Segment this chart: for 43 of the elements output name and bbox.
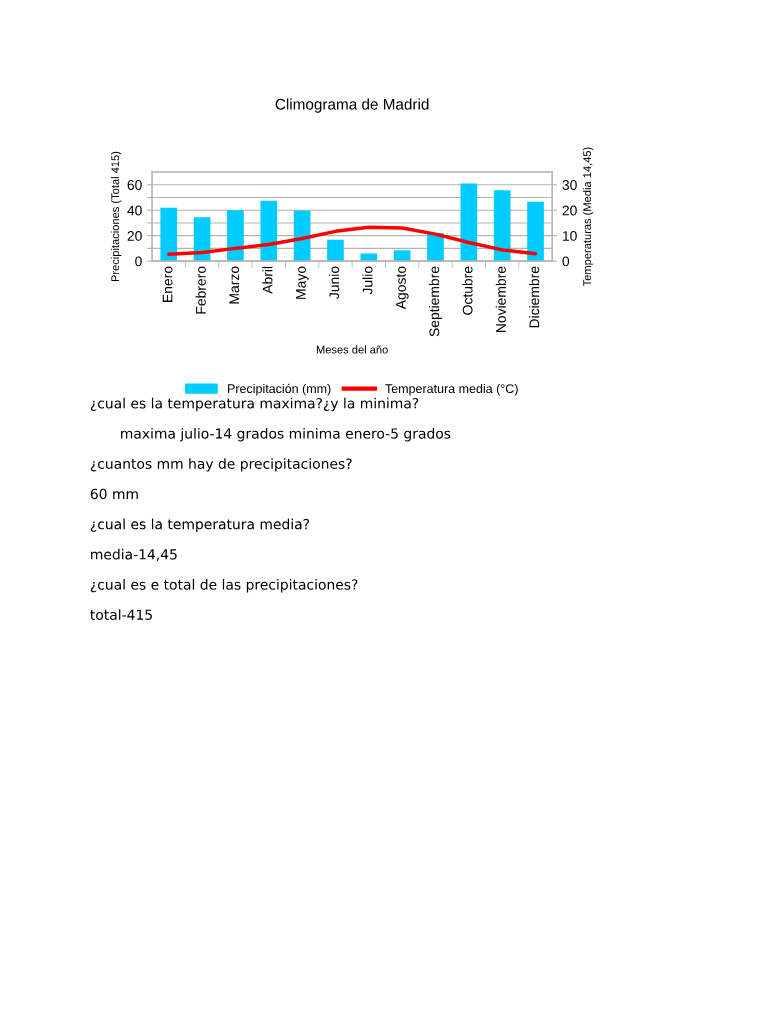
x-tick-label: Octubre xyxy=(462,266,473,315)
y-tick-label: 60 xyxy=(127,180,142,190)
bar xyxy=(260,200,278,262)
x-tick-label: Enero xyxy=(162,266,173,302)
chart-title: Climograma de Madrid xyxy=(275,98,429,113)
bar xyxy=(160,207,178,262)
line-series xyxy=(167,225,538,256)
bar xyxy=(460,183,478,262)
text: ¿cuantos mm hay de precipitaciones? xyxy=(90,458,352,472)
x-tick-label: Julio xyxy=(362,266,373,295)
legend-label: Temperatura media (°C) xyxy=(385,383,518,396)
bar xyxy=(327,239,344,262)
legend-label: Precipitación (mm) xyxy=(228,383,331,396)
x-tick-label: Septiembre xyxy=(429,266,442,337)
y-tick-label: 0 xyxy=(135,256,142,267)
x-tick-label: Marzo xyxy=(229,266,240,304)
x-axis-title: Meses del año xyxy=(316,345,388,354)
y2-tick-label: 0 xyxy=(562,256,570,267)
bar xyxy=(527,201,544,262)
y2-tick-label: 20 xyxy=(562,205,577,216)
x-tick-label: Agosto xyxy=(396,266,409,310)
y-tick-label: 20 xyxy=(127,231,142,241)
bar xyxy=(227,210,244,262)
text: ¿cual es e total de las precipitaciones? xyxy=(90,579,358,593)
text: ¿cual es la temperatura maxima?¿y la minima? xyxy=(90,397,419,412)
text: ¿cual es la temperatura media? xyxy=(90,518,310,533)
text: 60 mm xyxy=(90,488,138,500)
bar xyxy=(493,190,511,262)
x-tick-label: Febrero xyxy=(195,266,206,314)
x-tick-label: Abril xyxy=(262,266,273,294)
y-axis-title: Precipitaciones (Total 415) xyxy=(110,151,122,282)
x-tick-label: Mayo xyxy=(296,266,309,299)
x-tick-label: Junio xyxy=(328,266,340,299)
y2-tick-label: 30 xyxy=(562,180,577,190)
x-tick-label: Noviembre xyxy=(495,266,506,332)
y2-tick-label: 10 xyxy=(562,231,577,241)
text: media-14,45 xyxy=(91,548,177,561)
y2-axis-title: Temperaturas (Media 14,45) xyxy=(582,147,594,287)
bar xyxy=(360,253,378,262)
text: maxima julio-14 grados minima enero-5 grados xyxy=(121,427,451,442)
text: total-415 xyxy=(90,609,152,620)
y-tick-label: 40 xyxy=(127,205,142,216)
x-tick-label: Diciembre xyxy=(529,266,540,328)
